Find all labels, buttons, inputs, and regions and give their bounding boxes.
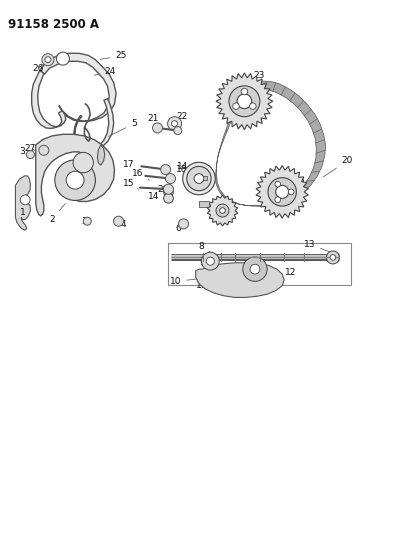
Circle shape <box>178 219 188 229</box>
Text: 16: 16 <box>131 169 149 180</box>
Text: 24: 24 <box>94 68 116 76</box>
Circle shape <box>194 174 203 183</box>
Text: 20: 20 <box>322 157 352 177</box>
Circle shape <box>288 189 293 195</box>
Circle shape <box>160 165 170 174</box>
Circle shape <box>20 195 30 205</box>
Circle shape <box>83 217 91 225</box>
Text: 13: 13 <box>303 240 330 252</box>
Text: 6: 6 <box>175 223 183 232</box>
Text: 26: 26 <box>32 64 43 72</box>
Circle shape <box>326 251 339 264</box>
Circle shape <box>163 193 173 203</box>
Polygon shape <box>215 73 272 130</box>
Polygon shape <box>198 176 207 180</box>
Polygon shape <box>198 201 209 207</box>
Text: 12: 12 <box>273 269 295 277</box>
Circle shape <box>267 177 296 206</box>
Text: 19: 19 <box>288 178 305 193</box>
Circle shape <box>215 204 228 217</box>
Text: 21: 21 <box>147 114 159 129</box>
Text: 28: 28 <box>157 185 168 194</box>
Circle shape <box>186 166 211 191</box>
Circle shape <box>182 163 215 195</box>
Circle shape <box>167 117 181 131</box>
Text: 4: 4 <box>121 221 126 229</box>
Circle shape <box>66 171 84 189</box>
Circle shape <box>113 216 123 226</box>
Text: 22: 22 <box>174 112 187 125</box>
Text: 14: 14 <box>177 162 196 179</box>
Text: 17: 17 <box>123 160 138 171</box>
Circle shape <box>241 88 247 95</box>
Text: 23: 23 <box>250 71 264 84</box>
Circle shape <box>329 255 335 260</box>
Text: 1: 1 <box>19 201 25 216</box>
Text: 18: 18 <box>176 165 197 180</box>
Circle shape <box>206 257 214 265</box>
Circle shape <box>39 146 49 155</box>
Text: 10: 10 <box>169 277 219 286</box>
Polygon shape <box>15 176 30 230</box>
Circle shape <box>55 160 95 200</box>
Circle shape <box>173 126 181 135</box>
Circle shape <box>201 252 219 270</box>
Circle shape <box>242 257 266 281</box>
Text: 15: 15 <box>123 180 139 189</box>
Circle shape <box>56 52 69 65</box>
Circle shape <box>42 54 54 66</box>
Polygon shape <box>74 99 113 149</box>
Text: 8: 8 <box>198 242 211 253</box>
Circle shape <box>237 94 251 109</box>
Circle shape <box>275 185 288 198</box>
Circle shape <box>165 174 175 183</box>
Circle shape <box>73 152 93 173</box>
Polygon shape <box>195 263 284 297</box>
Text: 2: 2 <box>49 204 65 224</box>
Circle shape <box>228 86 259 117</box>
Circle shape <box>249 103 256 109</box>
Circle shape <box>171 120 177 127</box>
Circle shape <box>152 123 162 133</box>
Text: 27: 27 <box>25 144 36 152</box>
Text: 11: 11 <box>196 280 230 289</box>
Polygon shape <box>215 81 325 206</box>
Polygon shape <box>97 145 104 165</box>
Circle shape <box>26 150 34 159</box>
Circle shape <box>163 187 173 197</box>
Polygon shape <box>32 70 66 128</box>
Circle shape <box>274 181 280 187</box>
Polygon shape <box>207 195 237 226</box>
Text: 91158 2500 A: 91158 2500 A <box>8 18 99 31</box>
Circle shape <box>45 56 51 63</box>
Polygon shape <box>40 53 116 122</box>
Circle shape <box>163 184 173 194</box>
Polygon shape <box>255 165 308 219</box>
Circle shape <box>232 103 239 109</box>
Text: 5: 5 <box>109 119 136 136</box>
Circle shape <box>274 197 280 203</box>
Text: 3: 3 <box>81 217 87 225</box>
Polygon shape <box>36 134 114 216</box>
Circle shape <box>249 264 259 274</box>
Circle shape <box>219 208 225 213</box>
Text: 7: 7 <box>214 212 222 225</box>
Text: 9: 9 <box>199 258 211 266</box>
Text: 25: 25 <box>100 52 126 60</box>
Text: 3: 3 <box>19 148 25 156</box>
Text: 14: 14 <box>147 192 167 203</box>
